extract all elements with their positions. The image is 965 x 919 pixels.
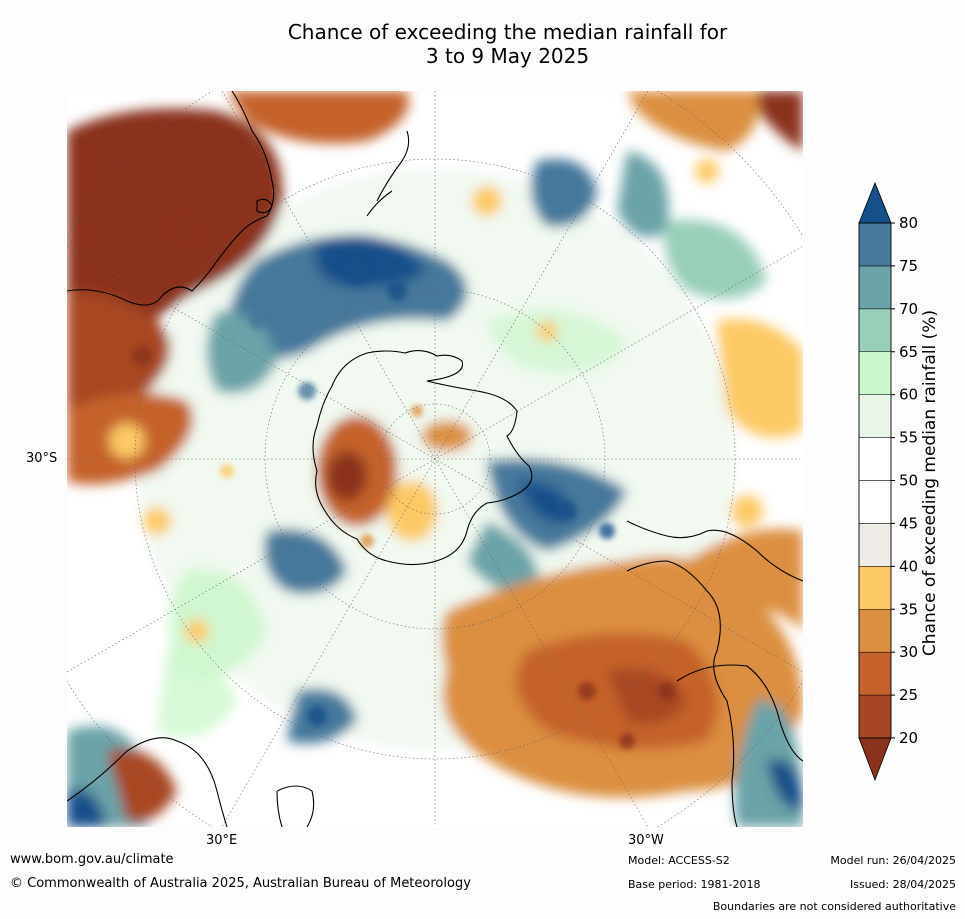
antarctica-coast [312, 350, 533, 566]
colorbar-bin-35-40 [858, 566, 892, 610]
colorbar-bin-40-45 [858, 523, 892, 567]
colorbar-tick-label: 65 [899, 343, 918, 361]
longitude-label-30e: 30°E [206, 833, 238, 848]
colorbar-tick-label: 45 [899, 514, 918, 532]
map-canvas [67, 91, 803, 827]
colorbar-label: Chance of exceeding median rainfall (%) [920, 309, 940, 657]
colorbar-bin-65-70 [858, 308, 892, 352]
colorbar-over-arrow [858, 181, 892, 224]
colorbar-bin-30-35 [858, 609, 892, 653]
colorbar-bin-60-65 [858, 351, 892, 395]
colorbar-tick-label: 35 [899, 600, 918, 618]
colorbar-bin-45-50 [858, 480, 892, 524]
colorbar-ticks: 20 25 30 35 40 45 50 55 60 65 70 75 80 [891, 214, 918, 747]
colorbar-bin-70-75 [858, 265, 892, 310]
new-zealand-coast [366, 130, 410, 217]
colorbar-tick-label: 30 [899, 643, 918, 661]
coastlines [67, 91, 803, 827]
southern-tip-coast [676, 664, 803, 762]
latitude-label-30s: 30°S [26, 451, 58, 466]
africa-coast [67, 737, 228, 827]
colorbar-bin-50-55 [858, 437, 892, 481]
colorbar-bin-75-80 [858, 222, 892, 267]
colorbar-tick-label: 70 [899, 300, 918, 318]
footer-model-run: Model run: 26/04/2025 [830, 854, 956, 867]
colorbar: 20 25 30 35 40 45 50 55 60 65 70 75 80 [855, 180, 965, 785]
colorbar-tick-label: 55 [899, 429, 918, 447]
madagascar-coast [276, 785, 315, 827]
footer-model: Model: ACCESS-S2 [628, 854, 730, 867]
footer-disclaimer: Boundaries are not considered authoritat… [712, 900, 956, 913]
longitude-label-30w: 30°W [628, 833, 664, 848]
colorbar-tick-label: 60 [899, 386, 918, 404]
colorbar-bin-20-25 [858, 694, 892, 739]
footer-base-period: Base period: 1981-2018 [628, 878, 761, 891]
graticule [67, 91, 803, 827]
field-detail [132, 217, 676, 749]
footer-copyright: © Commonwealth of Australia 2025, Austra… [10, 876, 471, 891]
colorbar-bins [858, 222, 892, 739]
map-title: Chance of exceeding the median rainfall … [0, 20, 965, 68]
colorbar-tick-label: 25 [899, 686, 918, 704]
colorbar-tick-label: 80 [899, 214, 918, 232]
colorbar-bin-25-30 [858, 651, 892, 696]
colorbar-tick-label: 75 [899, 257, 918, 275]
colorbar-tick-label: 50 [899, 472, 918, 490]
title-line-1: Chance of exceeding the median rainfall … [287, 20, 728, 44]
australia-coast [67, 91, 275, 306]
footer-issued: Issued: 28/04/2025 [849, 878, 956, 891]
rainfall-probability-map[interactable] [67, 91, 803, 827]
colorbar-tick-label: 40 [899, 557, 918, 575]
colorbar-bin-55-60 [858, 394, 892, 438]
footer-url[interactable]: www.bom.gov.au/climate [10, 852, 174, 867]
colorbar-under-arrow [858, 737, 892, 782]
title-line-2: 3 to 9 May 2025 [425, 44, 590, 68]
tasmania-coast [256, 198, 273, 214]
colorbar-tick-label: 20 [899, 729, 918, 747]
south-america-coast [626, 520, 803, 827]
